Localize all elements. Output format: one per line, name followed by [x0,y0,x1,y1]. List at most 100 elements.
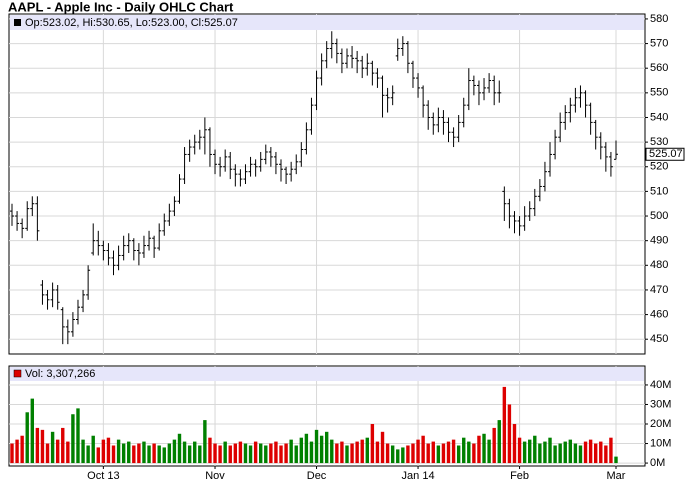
x-tick-label: Dec [307,470,327,482]
volume-bar [609,437,613,464]
y-tick-label: 540 [650,111,668,123]
volume-bar [121,443,126,464]
volume-bar [604,445,608,464]
volume-bar [259,443,263,464]
volume-bar [30,398,35,464]
volume-bar [91,435,95,464]
volume-bar [563,441,567,464]
volume-bar [421,435,425,464]
volume-bar [253,441,258,464]
price-legend: Op:523.02, Hi:530.65, Lo:523.00, Cl:525.… [25,17,238,29]
volume-bar [86,445,90,464]
volume-bar [269,443,273,464]
volume-bar [472,443,476,464]
volume-bar [61,427,65,464]
volume-bar [543,441,547,464]
volume-bar [462,437,466,464]
volume-bar [116,439,121,464]
volume-bar [477,435,481,464]
volume-bar [198,445,202,464]
y-tick-label: 460 [650,308,668,320]
volume-bar [15,439,19,464]
volume-bar [66,441,70,464]
price-panel [8,13,646,355]
volume-bar [147,445,151,464]
volume-bar [441,443,446,464]
volume-bar [111,445,116,464]
x-tick-label: Mar [607,470,626,482]
y-tick-label: 580 [650,13,668,25]
volume-bar [390,445,395,464]
volume-bar [238,441,243,464]
y2-tick-label: 0M [650,457,665,469]
volume-bar [522,441,527,464]
volume-bar [553,445,557,464]
volume-bar [10,443,14,464]
volume-bar [335,443,339,464]
volume-bar [330,439,334,464]
volume-bar [279,445,283,464]
volume-bar [380,431,385,464]
y2-tick-label: 30M [650,398,671,410]
volume-bar [593,443,598,464]
volume-bar [152,443,156,464]
volume-bar [375,441,380,464]
volume-bar [284,443,288,464]
y-tick-label: 480 [650,259,668,271]
volume-bar [177,433,182,464]
volume-bar [340,441,344,464]
volume-bar [370,424,375,464]
y-tick-label: 510 [650,185,668,197]
price-legend-swatch [14,19,21,26]
volume-bar [299,437,304,464]
volume-bar [218,445,222,464]
volume-bar [456,445,461,464]
volume-bar [81,439,85,464]
volume-bar [324,431,329,464]
volume-bar [558,443,562,464]
y-tick-label: 490 [650,235,668,247]
volume-bar [492,427,496,464]
volume-bar [533,435,537,464]
volume-bar [548,437,552,464]
last-price-label: 525.07 [649,148,683,160]
volume-bar [101,439,106,464]
y-tick-label: 530 [650,136,668,148]
volume-bar [406,445,410,464]
y-tick-label: 520 [650,161,668,173]
volume-bar [355,441,359,464]
volume-bar [314,429,319,464]
volume-bar [142,441,146,464]
volume-bar [162,447,166,464]
volume-legend-swatch [13,369,22,378]
volume-bar [20,435,24,464]
volume-bar [538,443,542,464]
volume-bar [294,445,298,464]
volume-bar [172,439,177,464]
volume-bar [25,412,29,464]
volume-bar [436,445,441,464]
volume-bar [182,441,187,464]
volume-bar [127,441,131,464]
volume-bar [502,386,507,464]
volume-bar [106,437,111,464]
volume-bar [528,439,532,464]
volume-bar [467,441,471,464]
volume-bar [401,447,405,464]
volume-bar [350,443,354,464]
price-legend-band [10,15,644,30]
volume-bar [157,445,161,464]
volume-bar [573,443,578,464]
x-tick-label: Oct 13 [87,470,119,482]
volume-bar [451,439,456,464]
last-price-box [645,147,685,161]
volume-bar [223,441,227,464]
volume-bar [599,441,603,464]
x-tick-label: Nov [205,470,225,482]
x-tick-label: Jan 14 [402,470,435,482]
volume-bar [243,443,248,464]
volume-legend-band [10,367,644,381]
y2-tick-label: 20M [650,418,671,430]
volume-bar [426,443,430,464]
